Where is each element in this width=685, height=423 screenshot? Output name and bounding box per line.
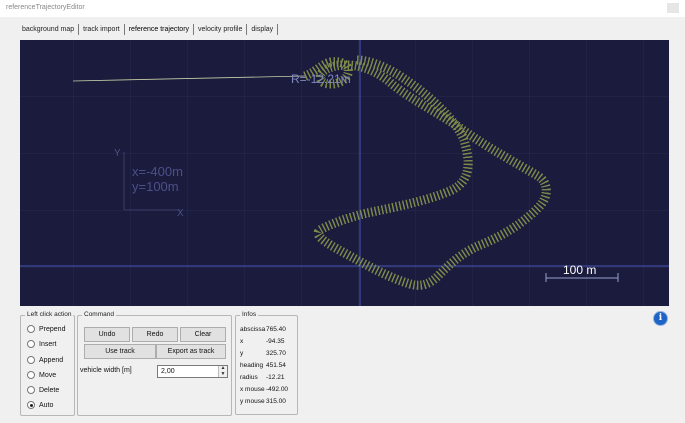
radio-circle[interactable]: [27, 386, 35, 394]
info-key: y: [240, 350, 244, 357]
radio-auto[interactable]: Auto: [27, 401, 53, 409]
info-key: radius: [240, 374, 258, 381]
clear-button[interactable]: Clear: [180, 327, 226, 342]
tab-separator: [123, 23, 125, 35]
radio-circle-selected[interactable]: [27, 401, 35, 409]
radio-append[interactable]: Append: [27, 356, 63, 364]
trajectory-canvas[interactable]: R=-12.21m Y X x=-400m y=100m 100 m: [20, 40, 669, 306]
tab-display[interactable]: display: [251, 25, 274, 33]
origin-x-axis-label: X: [177, 208, 184, 219]
info-row-y-mouse: y mouse 315.00: [240, 398, 286, 405]
radio-label: Move: [39, 371, 57, 379]
info-value: 765.40: [266, 326, 286, 333]
vehicle-width-label: vehicle width [m]: [80, 367, 132, 374]
use-track-button[interactable]: Use track: [84, 344, 156, 359]
radio-prepend[interactable]: Prepend: [27, 325, 65, 333]
radio-delete[interactable]: Delete: [27, 386, 59, 394]
command-title: Command: [82, 311, 116, 318]
info-value: 315.00: [266, 398, 286, 405]
undo-button[interactable]: Undo: [84, 327, 130, 342]
info-value: 325.70: [266, 350, 286, 357]
info-row-radius: radius -12.21: [240, 374, 284, 381]
trajectory-svg: R=-12.21m Y X x=-400m y=100m 100 m: [20, 40, 669, 306]
tab-track-import[interactable]: track import: [83, 25, 120, 33]
tab-bar: background map track import reference tr…: [18, 22, 279, 36]
vehicle-width-spinbox[interactable]: 2,00 ▲ ▼: [157, 365, 228, 378]
info-icon[interactable]: i: [654, 312, 667, 325]
info-value: -12.21: [266, 374, 285, 381]
origin-x-label: x=-400m: [132, 164, 183, 179]
infos-title: Infos: [240, 311, 259, 318]
info-row-x-mouse: x mouse -492.00: [240, 386, 288, 393]
origin-y-label: y=100m: [132, 179, 179, 194]
info-key: x: [240, 338, 244, 345]
info-value: -94.35: [266, 338, 285, 345]
radio-move[interactable]: Move: [27, 371, 56, 379]
command-group: Command Undo Redo Clear Use track Export…: [77, 311, 232, 416]
radio-label: Insert: [39, 340, 57, 348]
trajectory-start-line: [72, 75, 306, 82]
info-row-abscissa: abscissa 765.40: [240, 326, 286, 333]
info-value: -492.00: [266, 386, 289, 393]
tab-reference-trajectory[interactable]: reference trajectory: [128, 25, 190, 33]
left-click-action-group: Left click action Prepend Insert Append …: [20, 311, 75, 416]
redo-button[interactable]: Redo: [132, 327, 178, 342]
radio-label: Auto: [39, 401, 54, 409]
radio-label: Prepend: [39, 325, 66, 333]
radio-circle[interactable]: [27, 340, 35, 348]
info-row-x: x -94.35: [240, 338, 284, 345]
info-row-y: y 325.70: [240, 350, 286, 357]
scale-label: 100 m: [563, 263, 596, 277]
tab-separator: [246, 23, 248, 35]
origin-y-axis-label: Y: [114, 148, 121, 159]
radio-insert[interactable]: Insert: [27, 340, 57, 348]
vehicle-width-value: 2,00: [161, 368, 175, 375]
export-as-track-button[interactable]: Export as track: [156, 344, 226, 359]
tab-separator: [193, 23, 195, 35]
radio-label: Append: [39, 356, 64, 364]
grid: [20, 40, 669, 306]
window-title: referenceTrajectoryEditor: [6, 4, 85, 11]
window-titlebar: referenceTrajectoryEditor: [0, 0, 685, 17]
radio-label: Delete: [39, 386, 60, 394]
left-click-action-title: Left click action: [25, 311, 74, 318]
radio-circle[interactable]: [27, 371, 35, 379]
radio-circle[interactable]: [27, 325, 35, 333]
tab-velocity-profile[interactable]: velocity profile: [198, 25, 243, 33]
tab-separator: [78, 23, 80, 35]
info-key: abscissa: [240, 326, 266, 333]
window-control-button[interactable]: [667, 3, 679, 13]
spinbox-arrows[interactable]: ▲ ▼: [218, 365, 227, 377]
infos-group: Infos abscissa 765.40 x -94.35 y 325.70 hea…: [235, 311, 298, 415]
tab-separator: [277, 23, 279, 35]
radio-circle[interactable]: [27, 356, 35, 364]
info-key: y mouse: [240, 398, 265, 405]
tab-background-map[interactable]: background map: [22, 25, 75, 33]
info-value: 451.54: [266, 362, 286, 369]
info-key: heading: [240, 362, 264, 369]
info-row-heading: heading 451.54: [240, 362, 286, 369]
info-key: x mouse: [240, 386, 265, 393]
radius-label: R=-12.21m: [291, 72, 351, 86]
